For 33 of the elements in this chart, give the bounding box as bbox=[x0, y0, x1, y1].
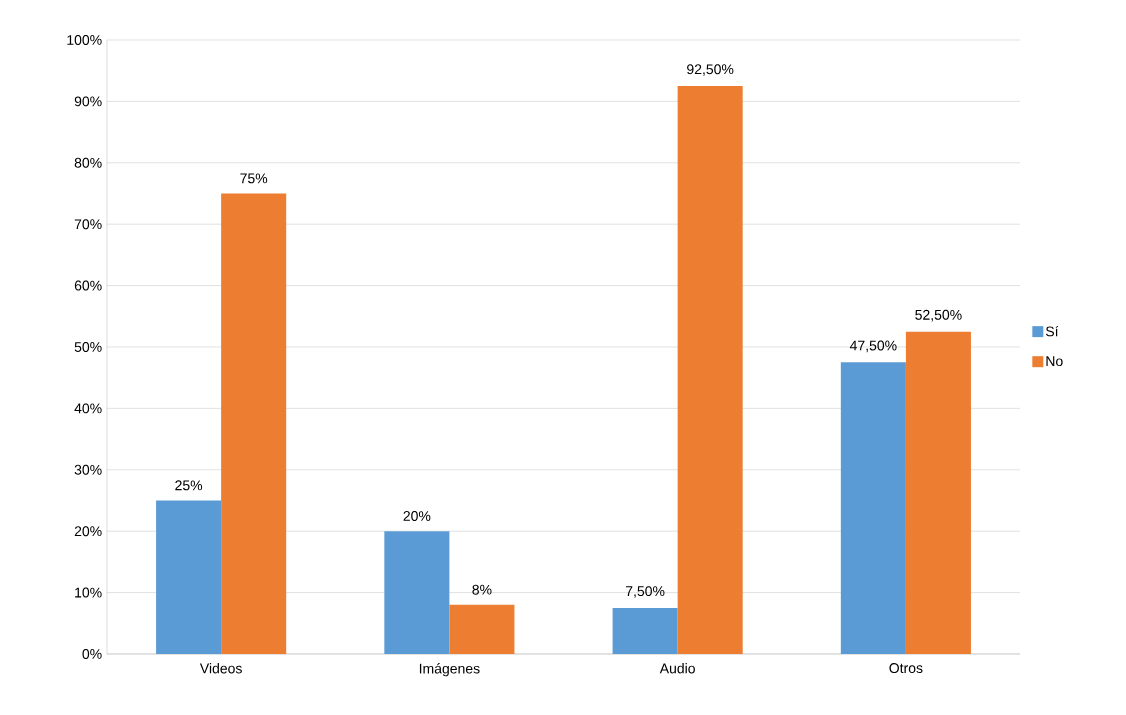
bar bbox=[840, 362, 906, 654]
data-label: 7,50% bbox=[625, 586, 665, 598]
data-label: 92,50% bbox=[687, 64, 734, 76]
x-tick-label: Audio bbox=[659, 663, 695, 674]
data-label: 47,50% bbox=[849, 340, 897, 353]
y-tick-label: 40% bbox=[74, 403, 102, 414]
x-tick-label: Imágenes bbox=[419, 663, 480, 677]
y-tick-label: 90% bbox=[74, 96, 102, 107]
bar bbox=[449, 604, 515, 654]
bar bbox=[677, 86, 743, 654]
data-label: 52,50% bbox=[915, 309, 962, 322]
data-label: 20% bbox=[403, 511, 431, 521]
x-tick-label: Otros bbox=[889, 663, 923, 674]
data-label: 75% bbox=[240, 173, 268, 184]
y-tick-label: 10% bbox=[75, 587, 102, 598]
x-tick-label: Videos bbox=[199, 663, 242, 674]
legend-label: Sí bbox=[1045, 325, 1059, 337]
y-tick-label: 30% bbox=[74, 464, 102, 475]
bar bbox=[221, 193, 287, 654]
bar bbox=[156, 500, 222, 654]
y-tick-label: 70% bbox=[74, 219, 102, 230]
y-tick-label: 80% bbox=[74, 157, 102, 168]
y-tick-label: 20% bbox=[74, 526, 102, 537]
bar bbox=[612, 607, 678, 654]
data-label: 25% bbox=[175, 480, 203, 491]
bar bbox=[384, 531, 450, 654]
bar bbox=[905, 331, 971, 654]
y-tick-label: 60% bbox=[74, 280, 102, 291]
y-tick-label: 100% bbox=[67, 35, 102, 45]
y-tick-label: 0% bbox=[82, 649, 102, 659]
y-tick-label: 50% bbox=[74, 342, 102, 352]
data-label: 8% bbox=[472, 584, 492, 595]
legend-label: No bbox=[1046, 356, 1063, 367]
